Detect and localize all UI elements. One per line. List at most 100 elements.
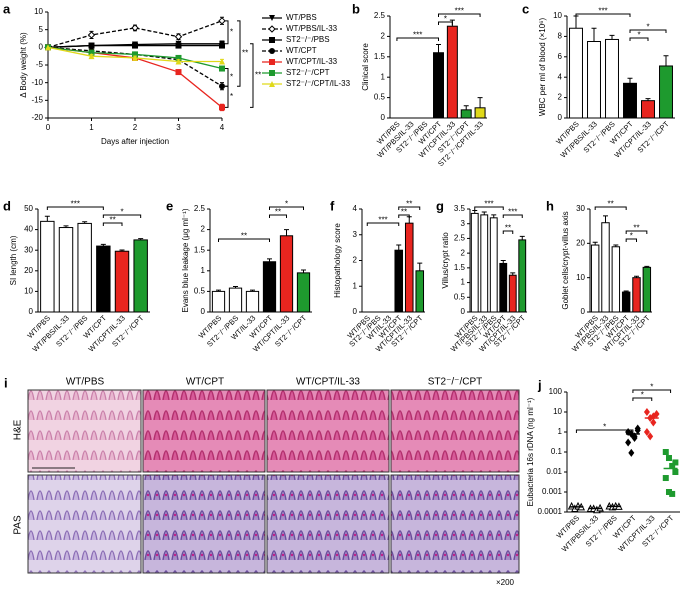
y-tick-label: 0.0001 xyxy=(538,507,563,516)
y-tick-label: 40 xyxy=(24,225,33,234)
significance-bracket xyxy=(502,230,514,234)
significance-bracket xyxy=(438,13,481,17)
significance-label: ** xyxy=(255,71,261,80)
y-tick-label: 3 xyxy=(353,230,358,239)
significance-label: * xyxy=(630,232,633,241)
error-bar xyxy=(609,34,615,40)
significance-label: * xyxy=(120,208,123,217)
y-axis-label: Evans blue leakage (μg ml⁻¹) xyxy=(181,208,190,312)
bar xyxy=(415,270,425,313)
significance-label: * xyxy=(285,200,288,209)
data-point xyxy=(218,17,226,25)
row-label: PAS xyxy=(13,515,24,535)
significance-label: *** xyxy=(598,7,607,16)
error-bar xyxy=(627,77,633,84)
bar xyxy=(433,52,444,119)
error-bar xyxy=(44,215,50,222)
bar xyxy=(77,222,92,313)
significance-label: * xyxy=(230,72,233,81)
error-bar xyxy=(417,262,423,271)
significance-bracket xyxy=(225,20,229,45)
bar xyxy=(245,290,260,313)
data-point xyxy=(174,33,183,41)
panel-letter: j xyxy=(537,377,542,392)
bar xyxy=(623,82,637,119)
significance-label: ** xyxy=(401,208,407,217)
significance-label: *** xyxy=(378,216,387,225)
significance-bracket xyxy=(102,222,123,226)
bar xyxy=(480,214,489,313)
legend-label: ST2⁻/⁻/PBS xyxy=(286,35,330,44)
significance-bracket xyxy=(575,13,631,17)
y-tick-label: 0 xyxy=(353,307,358,316)
y-tick-label: 2 xyxy=(461,248,466,257)
magnification: ×200 xyxy=(496,578,515,587)
significance-bracket xyxy=(102,214,142,218)
data-point xyxy=(175,58,182,65)
y-tick-label: 3.5 xyxy=(454,204,466,213)
bar xyxy=(659,65,673,119)
data-point xyxy=(634,424,641,433)
significance-label: *** xyxy=(508,208,517,217)
significance-bracket xyxy=(46,206,104,210)
micrograph xyxy=(142,389,266,473)
y-tick-label: 0 xyxy=(381,113,386,122)
data-point xyxy=(625,438,632,447)
y-tick-label: 4 xyxy=(558,72,563,81)
legend-marker xyxy=(269,81,275,87)
data-point xyxy=(669,490,676,497)
micrograph xyxy=(27,474,142,574)
significance-bracket xyxy=(625,238,637,242)
y-tick-label: 0.01 xyxy=(546,467,562,476)
y-tick-label: 1 xyxy=(201,266,206,275)
y-tick-label: 0.5 xyxy=(454,292,466,301)
significance-bracket xyxy=(575,429,634,433)
panel-letter: g xyxy=(436,198,444,213)
data-point xyxy=(45,44,51,51)
error-bar xyxy=(603,215,608,223)
data-point xyxy=(665,489,672,495)
y-tick-label: -15 xyxy=(31,95,43,104)
y-axis-label: WBC per ml of blood (×10⁶) xyxy=(538,18,547,117)
y-tick-label: 0 xyxy=(39,42,44,51)
significance-label: *** xyxy=(484,200,493,209)
error-bar xyxy=(477,97,483,108)
data-point xyxy=(132,51,138,58)
panel-letter: h xyxy=(546,198,554,213)
micrograph xyxy=(266,389,390,473)
data-point xyxy=(175,69,182,76)
significance-bracket xyxy=(366,222,400,226)
significance-label: * xyxy=(646,23,649,32)
y-tick-label: 0.5 xyxy=(194,287,206,296)
significance-label: ** xyxy=(608,200,614,209)
data-point xyxy=(132,42,138,49)
data-point xyxy=(643,428,650,436)
bar xyxy=(470,212,479,313)
y-tick-label: 0.001 xyxy=(542,487,563,496)
data-point xyxy=(662,449,669,455)
data-point xyxy=(643,408,650,416)
y-tick-label: 1 xyxy=(558,427,563,436)
legend-label: ST2⁻/⁻/CPT xyxy=(286,68,330,77)
data-point xyxy=(88,49,95,56)
significance-bracket xyxy=(398,206,421,210)
significance-label: * xyxy=(444,15,447,24)
bar xyxy=(58,227,74,313)
y-tick-label: 1.5 xyxy=(374,52,386,61)
y-tick-label: 0 xyxy=(201,307,206,316)
bar xyxy=(587,41,601,119)
significance-bracket xyxy=(218,238,270,242)
data-point xyxy=(131,24,139,32)
data-point xyxy=(219,42,225,49)
error-bar xyxy=(436,44,441,53)
y-tick-label: 1.5 xyxy=(454,263,466,272)
data-point xyxy=(219,104,225,111)
bar xyxy=(605,38,619,119)
significance-label: * xyxy=(637,31,640,40)
y-tick-label: 20 xyxy=(24,266,33,275)
bar xyxy=(96,245,111,313)
series-line xyxy=(47,20,223,48)
error-bar xyxy=(573,15,579,29)
y-axis-label: Histopathology score xyxy=(333,223,342,298)
bar xyxy=(133,239,148,313)
